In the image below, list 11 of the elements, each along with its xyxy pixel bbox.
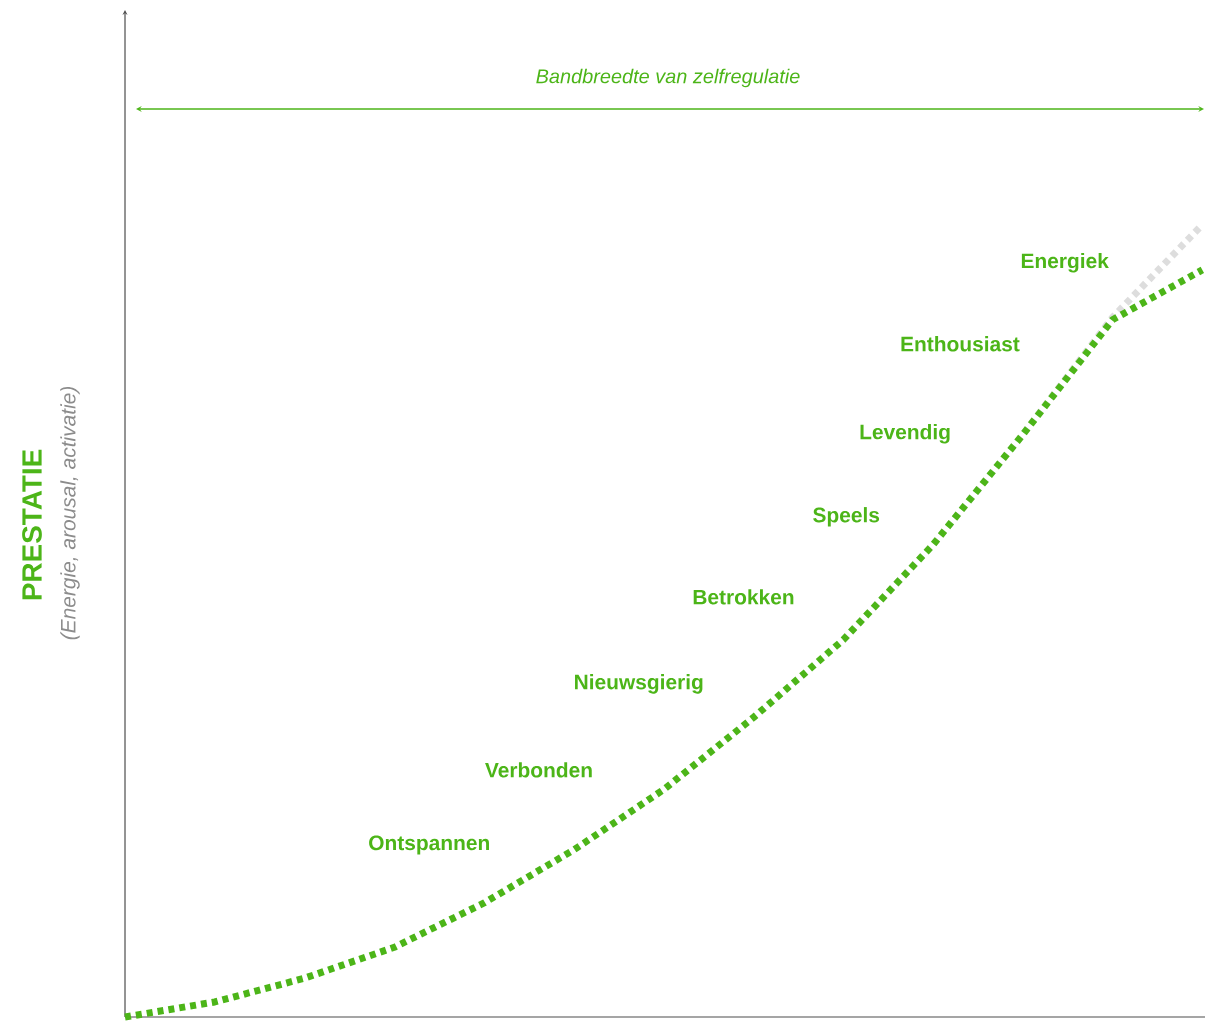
annotation: Nieuwsgierig bbox=[575, 674, 703, 694]
annotation: Speels bbox=[813, 507, 880, 527]
annotation: Enthousiast bbox=[901, 336, 1020, 352]
annotation: Verbonden bbox=[485, 762, 592, 778]
text: (Energie, arousal, activatie) bbox=[60, 386, 80, 640]
annotation: Betrokken bbox=[693, 589, 794, 605]
annotation: Energiek bbox=[1021, 252, 1109, 273]
y-axis-title: PRESTATIE bbox=[22, 449, 42, 600]
annotation: Ontspannen bbox=[369, 835, 489, 855]
chart-title: Bandbreedte van zelfregulatie bbox=[536, 68, 800, 88]
annotation: Levendig bbox=[860, 424, 950, 444]
